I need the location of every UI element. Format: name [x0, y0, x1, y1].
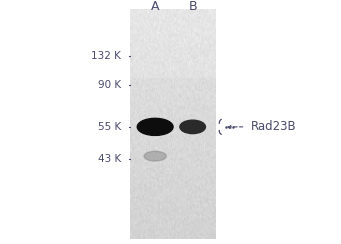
Text: 132 K: 132 K — [91, 51, 121, 61]
Ellipse shape — [180, 120, 205, 134]
Ellipse shape — [137, 118, 173, 135]
Text: 43 K: 43 K — [98, 154, 121, 163]
Text: Rad23B: Rad23B — [251, 120, 296, 133]
Text: 55 K: 55 K — [98, 122, 121, 132]
Text: 90 K: 90 K — [98, 81, 121, 90]
Ellipse shape — [144, 151, 166, 161]
Text: A: A — [151, 0, 159, 13]
Text: B: B — [188, 0, 197, 13]
